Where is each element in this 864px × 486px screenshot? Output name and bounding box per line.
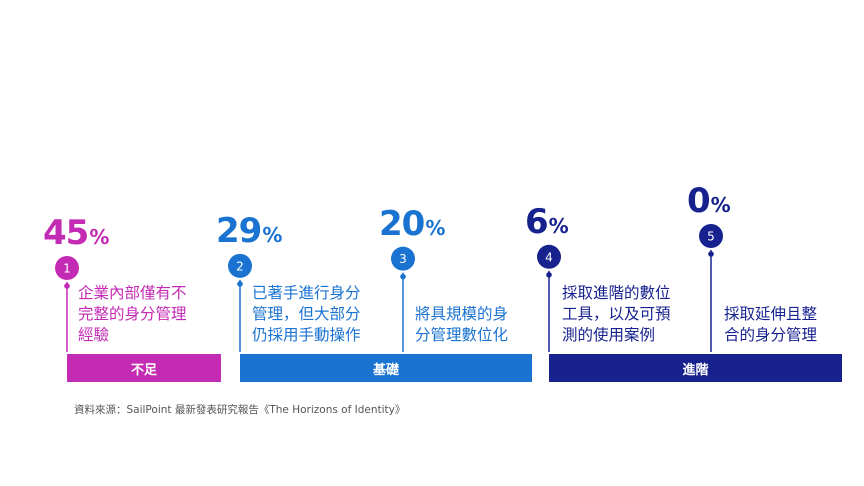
step-circle-2 [228,253,252,278]
description-2-line-1: 已著手進行身分 [252,284,361,302]
step-circle-1 [55,256,79,280]
description-4-line-3: 測的使用案例 [562,326,656,344]
percent-sign-4: % [548,213,569,238]
description-2: 已著手進行身分 管理，但大部分 仍採用手動操作 [252,283,361,346]
description-4: 採取進階的數位 工具，以及可預 測的使用案例 [562,283,671,346]
percent-label-3: 20% [379,207,445,241]
stem-dot-2 [237,281,243,287]
stem-dot-3 [400,273,406,280]
description-1-line-2: 完整的身分管理 [78,305,187,323]
step-number-2: 2 [236,259,244,273]
percent-label-1: 45% [43,216,109,250]
percent-value-5: 0 [687,181,711,221]
group-band-3: 進階 [549,354,842,382]
description-1-line-1: 企業內部僅有不 [78,284,187,302]
stem-dot-1 [64,283,70,289]
source-note: 資料來源：SailPoint 最新發表研究報告《The Horizons of … [74,404,406,416]
percent-sign-5: % [710,193,731,217]
description-5: 採取延伸且整 合的身分管理 [724,304,817,346]
description-1: 企業內部僅有不 完整的身分管理 經驗 [78,283,187,346]
description-4-line-1: 採取進階的數位 [562,284,671,302]
description-3: 將具規模的身 分管理數位化 [415,304,508,346]
step-circle-5 [699,224,723,248]
description-3-line-2: 分管理數位化 [415,326,509,344]
group-band-2: 基礎 [240,354,532,382]
percent-sign-3: % [425,215,446,240]
percent-value-4: 6 [525,201,549,242]
description-2-line-2: 管理，但大部分 [252,305,361,323]
percent-label-2: 29% [216,214,282,248]
group-band-1: 不足 [67,354,221,382]
step-circle-3 [391,246,415,271]
step-number-1: 1 [63,262,71,276]
step-number-3: 3 [399,252,407,266]
stem-dot-5 [708,251,714,257]
percent-value-1: 45 [43,213,89,253]
step-number-5: 5 [707,230,715,244]
step-circle-4 [537,244,561,269]
description-1-line-3: 經驗 [78,326,110,344]
percent-sign-1: % [89,225,110,249]
percent-value-3: 20 [379,203,425,244]
description-4-line-2: 工具，以及可預 [562,305,671,323]
description-5-line-2: 合的身分管理 [724,326,818,344]
description-2-line-3: 仍採用手動操作 [252,326,361,344]
percent-label-4: 6% [525,205,569,239]
step-number-4: 4 [545,250,553,264]
percent-label-5: 0% [687,184,731,218]
percent-value-2: 29 [216,210,262,251]
stem-dot-4 [546,272,552,278]
percent-sign-2: % [262,222,283,247]
description-5-line-1: 採取延伸且整 [724,305,818,323]
description-3-line-1: 將具規模的身 [415,305,509,323]
